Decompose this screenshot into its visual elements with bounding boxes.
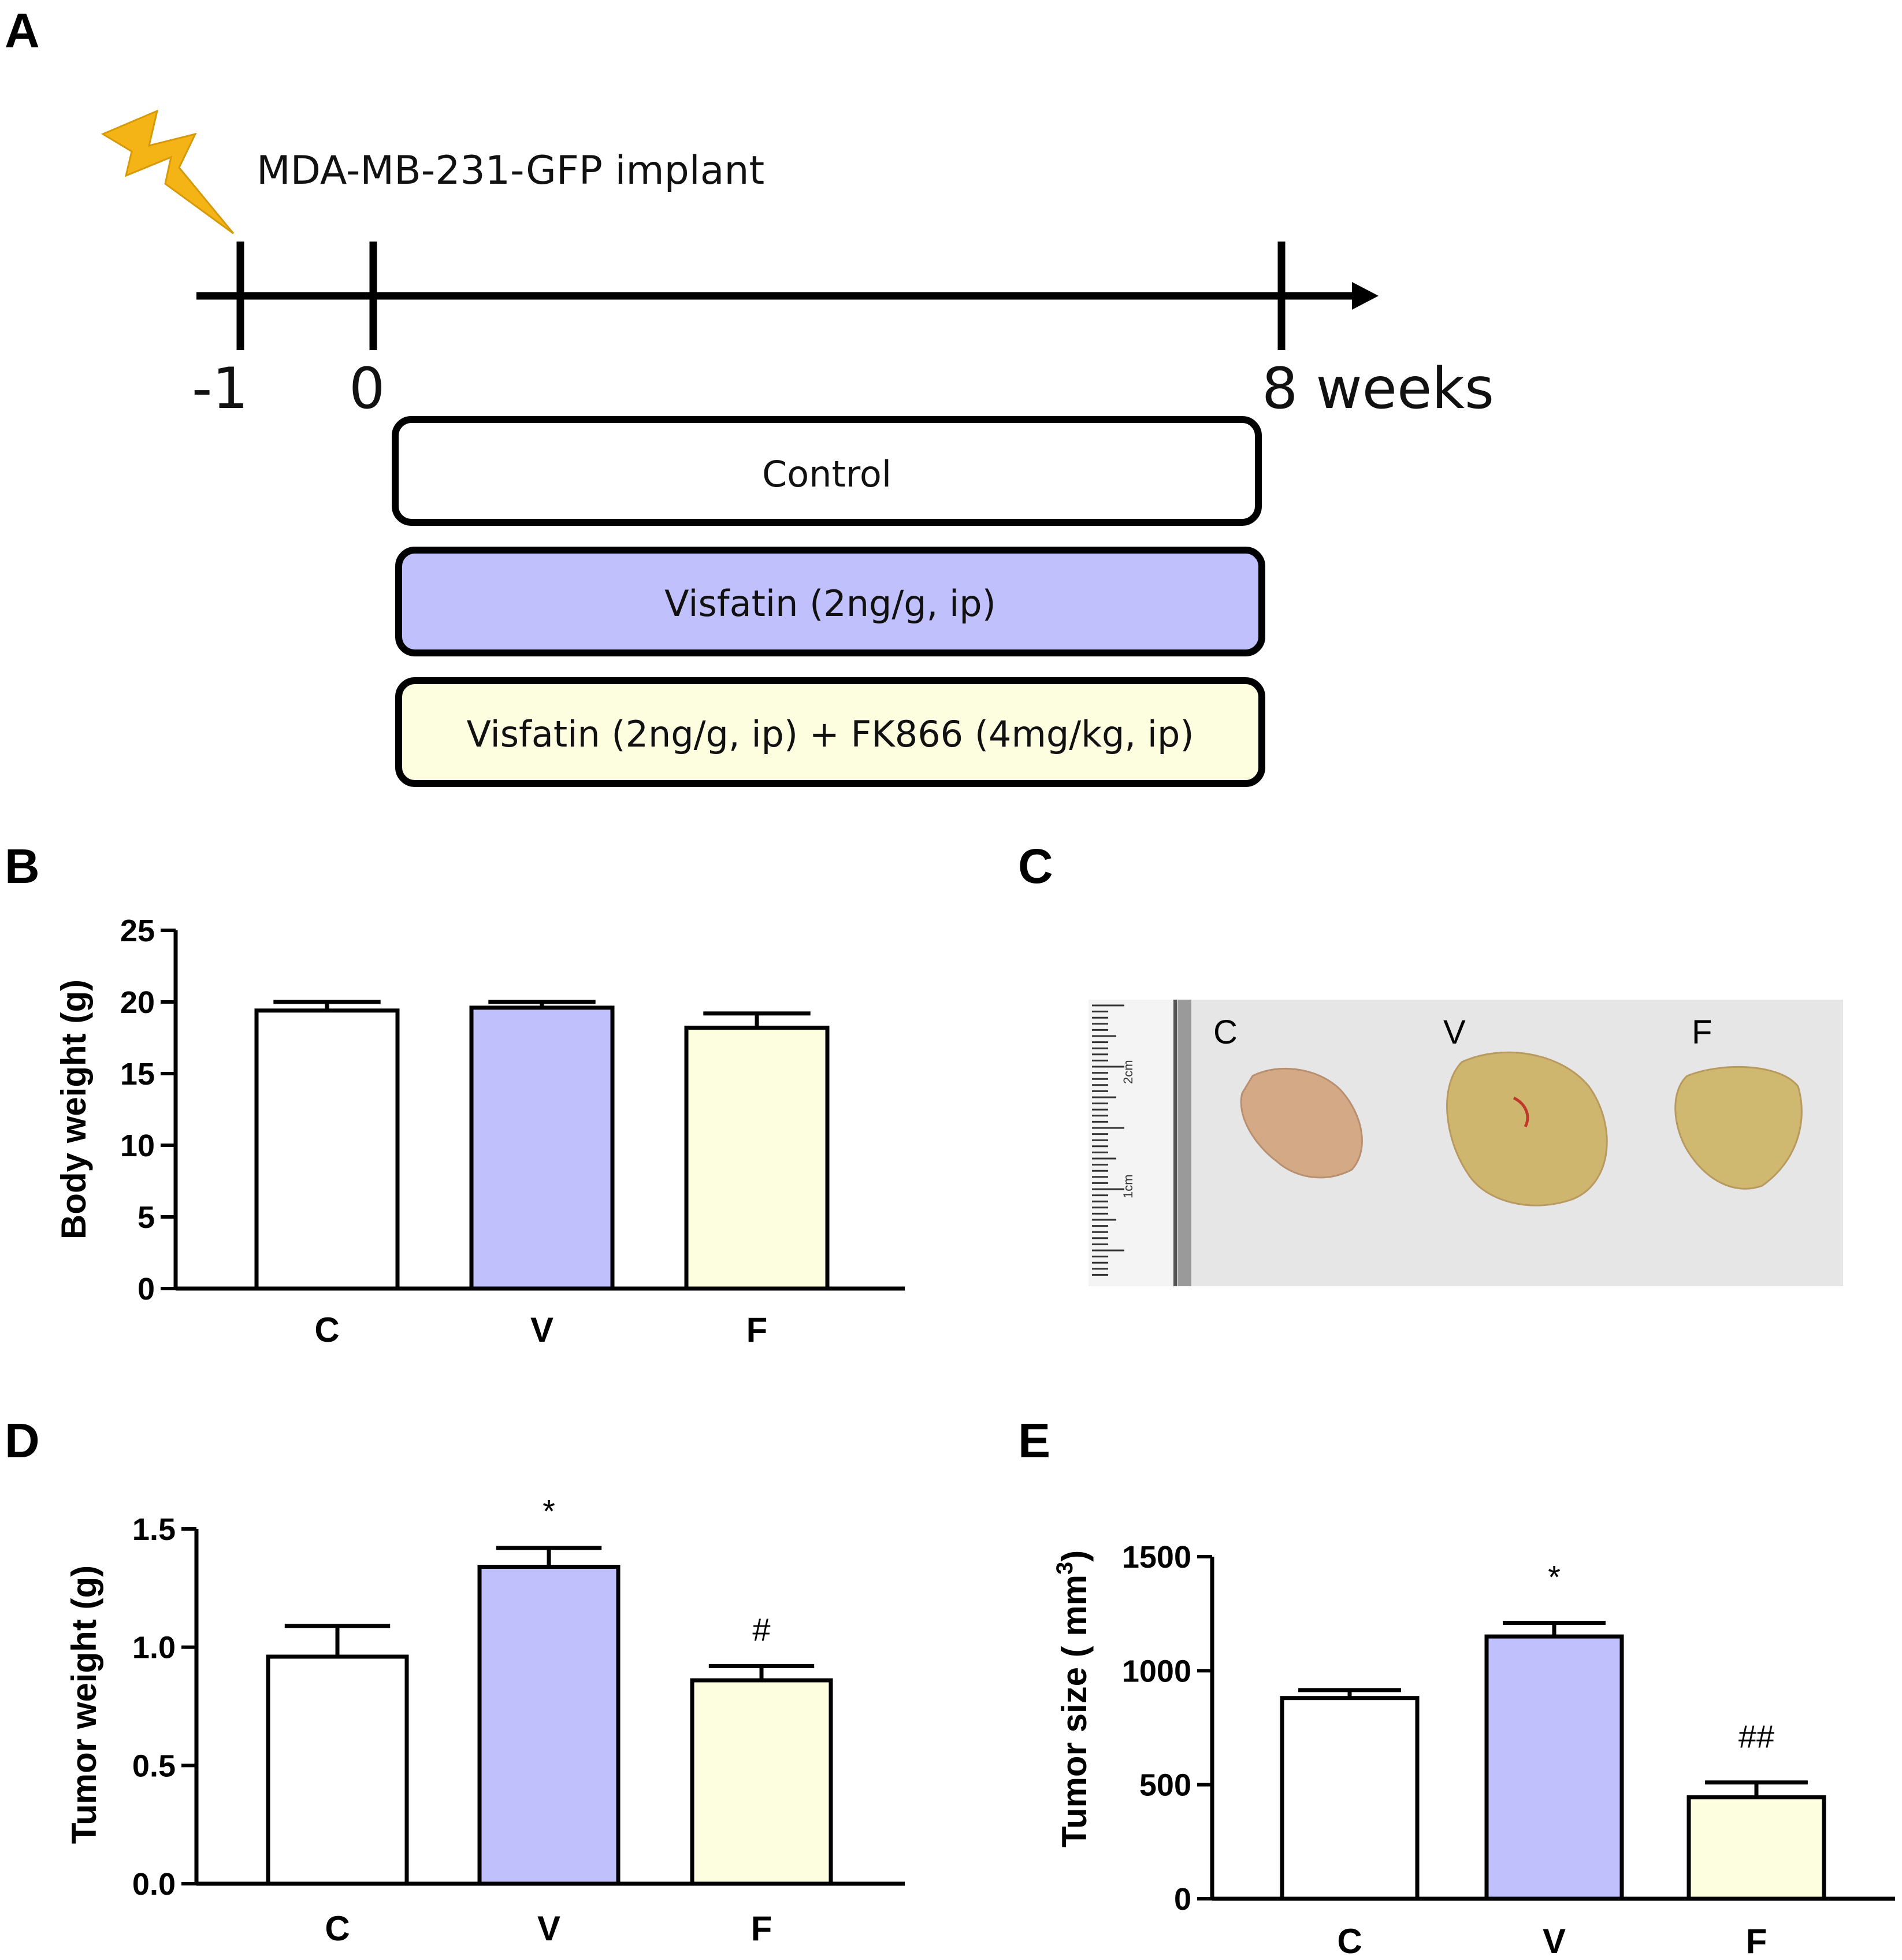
y-axis-label: Body weight (g) bbox=[54, 979, 93, 1239]
photo-label-f: F bbox=[1692, 1014, 1712, 1051]
tick-minus1-label: -1 bbox=[192, 356, 248, 422]
y-axis-label: Tumor size ( mm3) bbox=[1052, 1550, 1094, 1848]
significance-mark-V: * bbox=[543, 1493, 555, 1530]
category-label-F: F bbox=[1746, 1922, 1767, 1960]
significance-mark-F: ## bbox=[1738, 1718, 1774, 1755]
y-tick-label: 20 bbox=[120, 985, 155, 1020]
y-tick-label: 0.5 bbox=[132, 1749, 176, 1783]
group-box-visfatin-fk866 bbox=[395, 677, 1265, 787]
y-tick-label: 10 bbox=[120, 1129, 155, 1163]
category-label-C: C bbox=[325, 1909, 350, 1948]
y-tick-label: 500 bbox=[1139, 1768, 1191, 1803]
chart-body-weight: 0 5 10 15 20 25 Body weight (g) C V F bbox=[54, 914, 905, 1349]
y-tick-label: 1.0 bbox=[132, 1631, 176, 1665]
panel-label-c: C bbox=[1018, 839, 1053, 893]
significance-mark-V: * bbox=[1548, 1558, 1561, 1595]
y-tick-label: 0 bbox=[1174, 1882, 1191, 1917]
y-tick-label: 1.5 bbox=[132, 1512, 176, 1547]
y-tick-label: 1500 bbox=[1122, 1540, 1191, 1575]
chart-tumor-size: 0 500 1000 1500 Tumor size ( mm3) C V * F ## bbox=[1052, 1540, 1895, 1960]
tumor-c bbox=[1240, 1067, 1363, 1179]
bar-C bbox=[266, 1654, 409, 1886]
tumor-f bbox=[1674, 1066, 1803, 1190]
y-axis-label-end: ) bbox=[1055, 1550, 1094, 1562]
bar-V bbox=[477, 1564, 621, 1886]
category-label-F: F bbox=[751, 1909, 772, 1948]
category-label-F: F bbox=[746, 1311, 768, 1349]
bar-F bbox=[1686, 1795, 1826, 1901]
y-tick-label: 0.0 bbox=[132, 1867, 176, 1902]
panel-label-d: D bbox=[5, 1413, 40, 1468]
tick-0-label: 0 bbox=[349, 356, 385, 422]
panel-label-b: B bbox=[5, 839, 40, 893]
y-tick-label: 1000 bbox=[1122, 1654, 1191, 1688]
panel-label-e: E bbox=[1018, 1413, 1050, 1468]
group-label-visfatin-fk866: Visfatin (2ng/g, ip) + FK866 (4mg/kg, ip… bbox=[466, 713, 1194, 755]
category-label-C: C bbox=[1337, 1922, 1362, 1960]
ruler-mark-1cm: 1cm bbox=[1121, 1174, 1135, 1198]
ruler-ticks bbox=[1092, 1004, 1124, 1276]
y-tick-label: 15 bbox=[120, 1057, 155, 1092]
bar-F bbox=[690, 1678, 833, 1886]
bar-C bbox=[1280, 1696, 1420, 1901]
photo-label-v: V bbox=[1443, 1014, 1466, 1051]
category-label-V: V bbox=[537, 1909, 560, 1948]
bar-V bbox=[469, 1005, 615, 1291]
bar-C bbox=[254, 1008, 400, 1291]
photo-label-c: C bbox=[1213, 1014, 1238, 1051]
lightning-bolt-icon bbox=[101, 109, 235, 235]
bar-F bbox=[684, 1026, 830, 1291]
group-box-visfatin bbox=[395, 547, 1265, 656]
significance-mark-F: # bbox=[752, 1611, 770, 1647]
timeline-diagram: MDA-MB-231-GFP implant -1 0 8 weeks Cont… bbox=[101, 109, 1494, 787]
y-tick-label: 5 bbox=[138, 1200, 155, 1235]
category-label-V: V bbox=[530, 1311, 553, 1349]
group-label-control: Control bbox=[762, 453, 891, 495]
tick-end-label: 8 weeks bbox=[1262, 356, 1494, 422]
y-axis-label-superscript: 3 bbox=[1052, 1562, 1078, 1575]
y-axis-label-main: Tumor size ( mm bbox=[1055, 1575, 1094, 1847]
panel-label-a: A bbox=[5, 3, 40, 58]
group-box-control bbox=[392, 416, 1262, 526]
y-axis-label: Tumor weight (g) bbox=[65, 1565, 103, 1844]
implant-label: MDA-MB-231-GFP implant bbox=[257, 148, 764, 194]
y-tick-label: 0 bbox=[138, 1272, 155, 1306]
chart-tumor-weight: 0.0 0.5 1.0 1.5 Tumor weight (g) C V * F # bbox=[65, 1493, 905, 1948]
ruler-mark-2cm: 2cm bbox=[1121, 1060, 1135, 1084]
tumor-v bbox=[1446, 1051, 1608, 1207]
y-tick-label: 25 bbox=[120, 914, 155, 948]
tumor-v-mark bbox=[1513, 1096, 1529, 1128]
category-label-V: V bbox=[1543, 1922, 1566, 1960]
timeline-arrowhead bbox=[1352, 282, 1379, 310]
group-label-visfatin: Visfatin (2ng/g, ip) bbox=[664, 582, 996, 625]
category-label-C: C bbox=[314, 1311, 339, 1349]
tumor-photo: 2cm 1cm C V F bbox=[1089, 1000, 1843, 1286]
bar-V bbox=[1484, 1634, 1624, 1901]
